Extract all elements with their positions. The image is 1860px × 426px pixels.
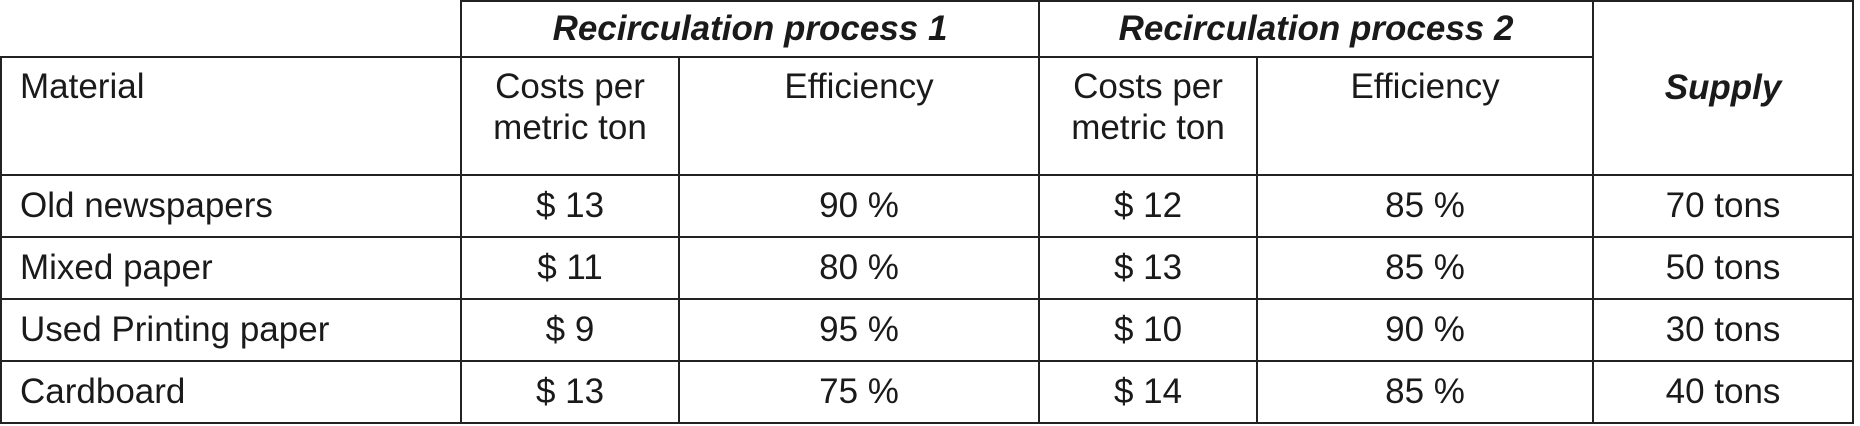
process-1-cost-cell: $ 13 bbox=[460, 174, 680, 238]
process-1-cost-cell: $ 13 bbox=[460, 360, 680, 424]
process-2-cost-header: Costs per metric ton bbox=[1038, 56, 1259, 176]
supply-cell: 70 tons bbox=[1592, 174, 1855, 238]
material-cell: Used Printing paper bbox=[0, 298, 462, 362]
process-2-efficiency-cell: 85 % bbox=[1256, 174, 1595, 238]
process-1-header: Recirculation process 1 bbox=[459, 0, 1041, 58]
material-cell: Old newspapers bbox=[0, 174, 462, 238]
process-2-efficiency-cell: 85 % bbox=[1256, 360, 1595, 424]
sub-header-row: Material Costs per metric ton Efficiency… bbox=[0, 56, 1853, 176]
process-1-efficiency-cell: 90 % bbox=[677, 174, 1041, 238]
supply-cell: 50 tons bbox=[1592, 236, 1855, 300]
process-2-cost-cell: $ 13 bbox=[1038, 236, 1259, 300]
process-1-cost-header: Costs per metric ton bbox=[460, 56, 680, 176]
process-1-efficiency-cell: 95 % bbox=[677, 298, 1041, 362]
table-row: Used Printing paper $ 9 95 % $ 10 90 % 3… bbox=[0, 298, 1855, 362]
blank-corner-cell bbox=[1, 1, 462, 58]
process-1-cost-cell: $ 11 bbox=[460, 236, 680, 300]
process-2-efficiency-cell: 85 % bbox=[1256, 236, 1595, 300]
process-1-cost-cell: $ 9 bbox=[460, 298, 680, 362]
supply-cell: 40 tons bbox=[1592, 360, 1855, 424]
table-row: Old newspapers $ 13 90 % $ 12 85 % 70 to… bbox=[0, 174, 1855, 238]
process-2-cost-cell: $ 10 bbox=[1038, 298, 1259, 362]
material-cell: Mixed paper bbox=[0, 236, 462, 300]
process-1-efficiency-cell: 75 % bbox=[677, 360, 1041, 424]
process-1-efficiency-header: Efficiency bbox=[677, 56, 1041, 176]
group-header-row: Recirculation process 1 Recirculation pr… bbox=[1, 0, 1855, 176]
table-row: Cardboard $ 13 75 % $ 14 85 % 40 tons bbox=[0, 360, 1855, 424]
process-2-header: Recirculation process 2 bbox=[1038, 0, 1595, 58]
table-row: Mixed paper $ 11 80 % $ 13 85 % 50 tons bbox=[0, 236, 1855, 300]
process-2-efficiency-header: Efficiency bbox=[1256, 56, 1595, 176]
process-2-cost-cell: $ 14 bbox=[1038, 360, 1259, 424]
process-2-efficiency-cell: 90 % bbox=[1256, 298, 1595, 362]
process-1-efficiency-cell: 80 % bbox=[677, 236, 1041, 300]
material-cell: Cardboard bbox=[0, 360, 462, 424]
supply-header: Supply bbox=[1592, 0, 1855, 176]
supply-cell: 30 tons bbox=[1592, 298, 1855, 362]
material-header: Material bbox=[0, 56, 462, 176]
process-2-cost-cell: $ 12 bbox=[1038, 174, 1259, 238]
